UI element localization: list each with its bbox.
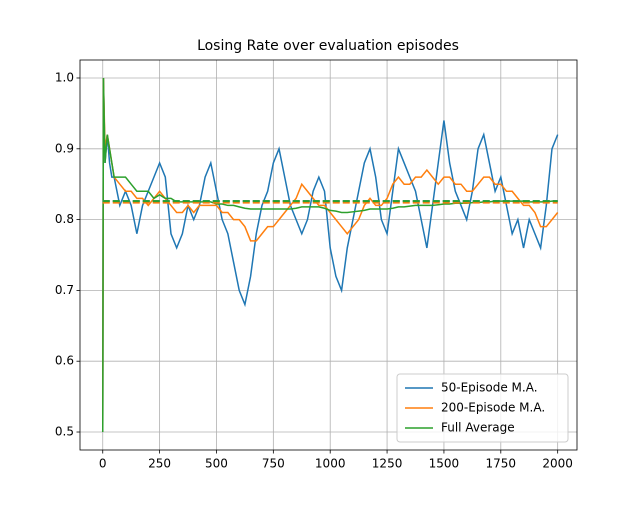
x-tick-label: 500 [205, 457, 228, 471]
x-tick-label: 750 [262, 457, 285, 471]
y-tick-label: 0.7 [55, 283, 74, 297]
y-tick-label: 0.8 [55, 212, 74, 226]
x-tick-label: 1750 [486, 457, 517, 471]
legend-box [396, 373, 569, 443]
series-line [101, 77, 559, 433]
chart-title: Losing Rate over evaluation episodes [197, 38, 459, 54]
y-tick-label: 1.0 [55, 70, 74, 84]
y-tick-label: 0.5 [55, 425, 74, 439]
legend-label: Full Average [441, 421, 515, 435]
x-tick-label: 250 [148, 457, 171, 471]
x-tick-label: 1500 [429, 457, 460, 471]
series-line [101, 77, 559, 433]
y-tick-label: 0.9 [55, 141, 74, 155]
axes-frame [79, 59, 578, 451]
x-tick-label: 1000 [315, 457, 346, 471]
legend-label: 200-Episode M.A. [441, 401, 545, 415]
x-tick-label: 2000 [542, 457, 573, 471]
legend-label: 50-Episode M.A. [441, 381, 538, 395]
x-tick-label: 1250 [372, 457, 403, 471]
y-tick-label: 0.6 [55, 354, 74, 368]
x-tick-label: 0 [99, 457, 107, 471]
